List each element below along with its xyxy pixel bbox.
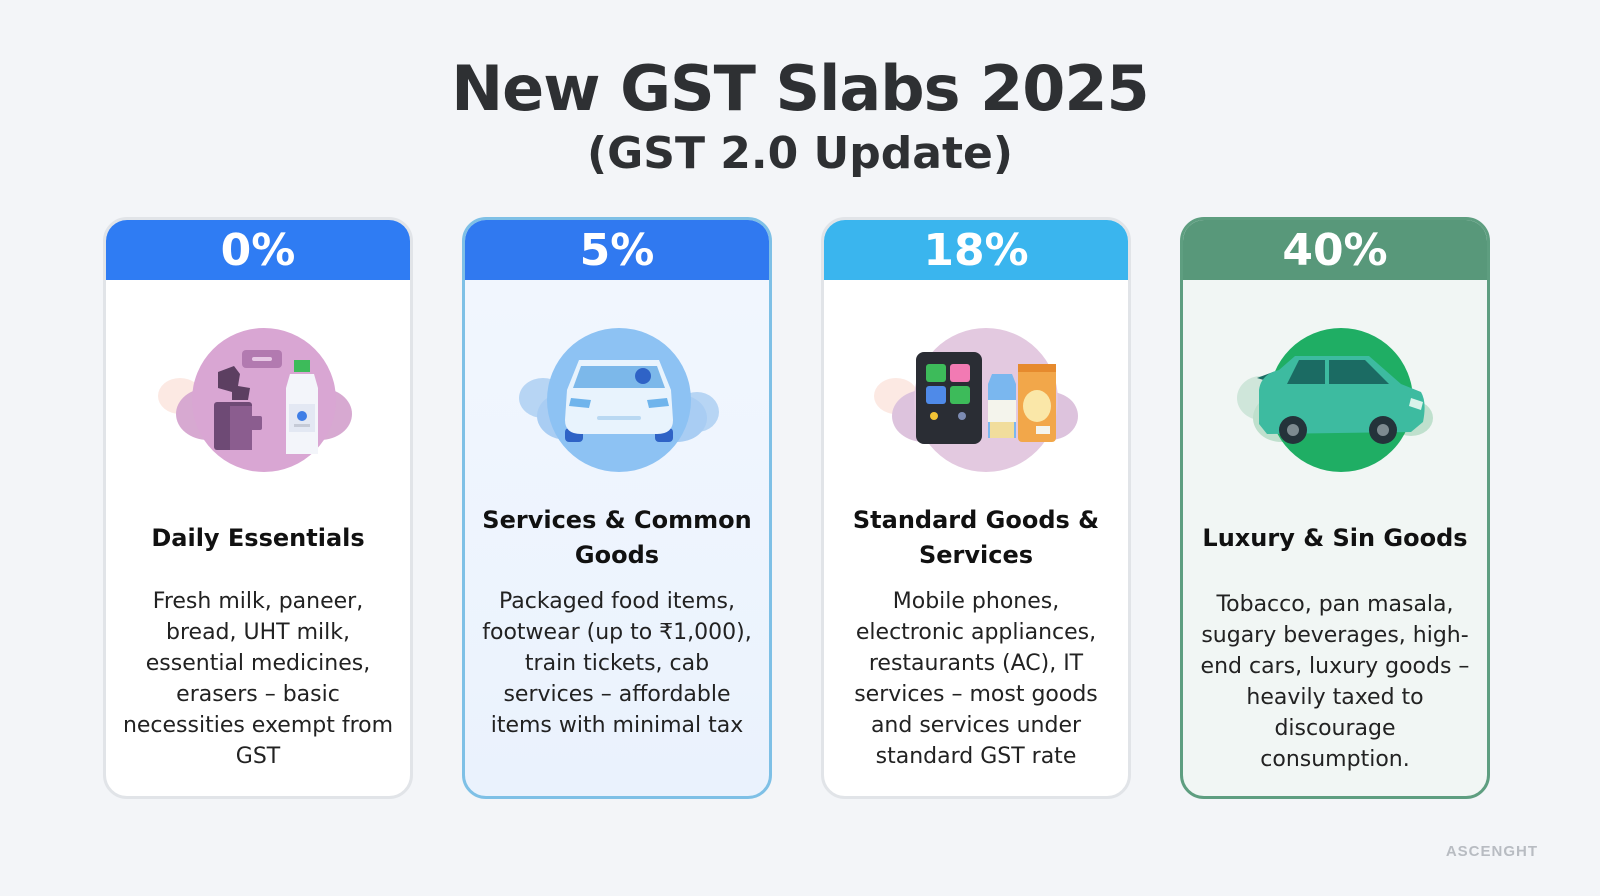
- slab-card-18: 18% Standard Goods & Services Mobile pho…: [821, 217, 1131, 799]
- slab-description: Fresh milk, paneer, bread, UHT milk, ess…: [122, 589, 394, 769]
- slab-label: Daily Essentials: [151, 523, 365, 552]
- slab-label: Luxury & Sin Goods: [1202, 523, 1468, 552]
- slab-label: Standard Goods & Services: [852, 506, 1100, 569]
- rate-header: 5%: [465, 220, 769, 280]
- slab-label: Services & Common Goods: [482, 506, 752, 569]
- car-front-icon: [465, 326, 769, 476]
- page-title: New GST Slabs 2025: [451, 52, 1149, 125]
- slab-description: Packaged food items, footwear (up to ₹1,…: [482, 589, 752, 738]
- phone-groceries-icon: [824, 326, 1128, 476]
- rate-header: 18%: [824, 220, 1128, 280]
- brand-watermark: ASCENGHT: [1445, 843, 1538, 860]
- slab-card-5: 5% Services & Common Goods Packaged food…: [462, 217, 772, 799]
- slab-card-40: 40% Luxury & Sin Goods Tobacco, pan masa…: [1180, 217, 1490, 799]
- milk-bottle-icon: [106, 326, 410, 476]
- slab-description: Tobacco, pan masala, sugary beverages, h…: [1200, 592, 1470, 772]
- slab-card-0: 0% Daily Essentials Fresh milk, paneer, …: [103, 217, 413, 799]
- rate-header: 0%: [106, 220, 410, 280]
- page-subtitle: (GST 2.0 Update): [587, 128, 1013, 179]
- rate-header: 40%: [1183, 220, 1487, 280]
- slab-description: Mobile phones, electronic appliances, re…: [854, 589, 1098, 769]
- luxury-car-icon: [1183, 326, 1487, 476]
